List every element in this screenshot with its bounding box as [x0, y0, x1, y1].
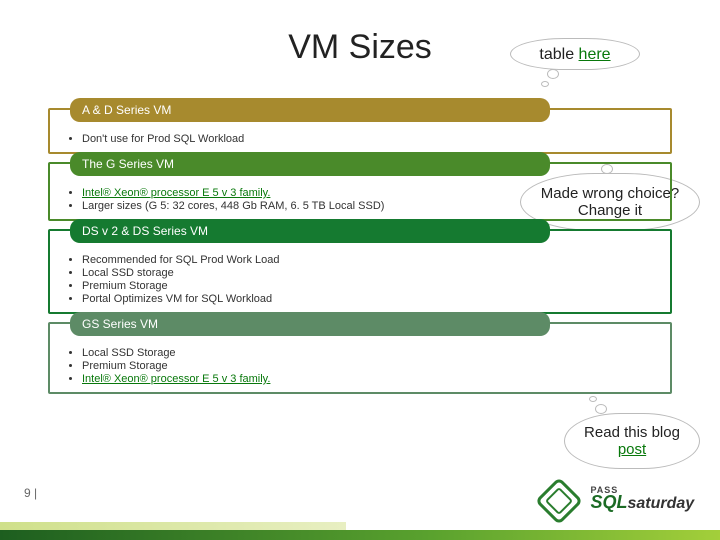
panel-item-link[interactable]: Intel® Xeon® processor E 5 v 3 family. [82, 373, 270, 385]
panel-list-item: Local SSD storage [82, 267, 664, 279]
panel-list-item: Premium Storage [82, 360, 664, 372]
callout-text: table [539, 46, 578, 63]
slide: VM Sizes table here Made wrong choice? C… [0, 0, 720, 540]
panel-list: Recommended for SQL Prod Work LoadLocal … [56, 254, 664, 305]
panel-list: Intel® Xeon® processor E 5 v 3 family.La… [56, 187, 664, 212]
blog-post-link[interactable]: post [618, 441, 646, 458]
panel-list-item: Premium Storage [82, 280, 664, 292]
panel-list-item: Larger sizes (G 5: 32 cores, 448 Gb RAM,… [82, 200, 664, 212]
panel-tab: DS v 2 & DS Series VM [70, 219, 550, 243]
callout-text: Read this blog [584, 424, 680, 441]
vm-panel: GS Series VMLocal SSD StoragePremium Sto… [48, 322, 672, 394]
callout-table-here: table here [510, 38, 640, 70]
panel-list: Local SSD StoragePremium StorageIntel® X… [56, 347, 664, 385]
logo-sql: SQL [590, 492, 627, 512]
footer-stripe-light [0, 522, 346, 530]
panel-list-item: Intel® Xeon® processor E 5 v 3 family. [82, 187, 664, 199]
vm-panel: The G Series VMIntel® Xeon® processor E … [48, 162, 672, 221]
panel-list-item: Portal Optimizes VM for SQL Workload [82, 293, 664, 305]
cloud-puff-icon [595, 404, 607, 414]
table-here-link[interactable]: here [579, 46, 611, 63]
panel-list: Don't use for Prod SQL Workload [56, 133, 664, 145]
panel-list-item: Recommended for SQL Prod Work Load [82, 254, 664, 266]
logo-badge-icon [535, 477, 583, 525]
panel-list-item: Local SSD Storage [82, 347, 664, 359]
cloud-puff-icon [541, 81, 549, 87]
cloud-puff-icon [547, 69, 559, 79]
panel-tab: The G Series VM [70, 152, 550, 176]
panel-item-link[interactable]: Intel® Xeon® processor E 5 v 3 family. [82, 187, 270, 199]
panels-container: A & D Series VMDon't use for Prod SQL Wo… [48, 108, 672, 402]
panel-list-item: Intel® Xeon® processor E 5 v 3 family. [82, 373, 664, 385]
panel-tab: GS Series VM [70, 312, 550, 336]
logo-saturday: saturday [627, 495, 694, 512]
vm-panel: A & D Series VMDon't use for Prod SQL Wo… [48, 108, 672, 154]
sql-saturday-logo: PASS SQLsaturday [542, 482, 702, 522]
vm-panel: DS v 2 & DS Series VMRecommended for SQL… [48, 229, 672, 314]
page-number: 9 | [24, 486, 37, 500]
callout-blog-post: Read this blog post [564, 413, 700, 469]
panel-tab: A & D Series VM [70, 98, 550, 122]
panel-list-item: Don't use for Prod SQL Workload [82, 133, 664, 145]
footer-stripe [0, 530, 720, 540]
